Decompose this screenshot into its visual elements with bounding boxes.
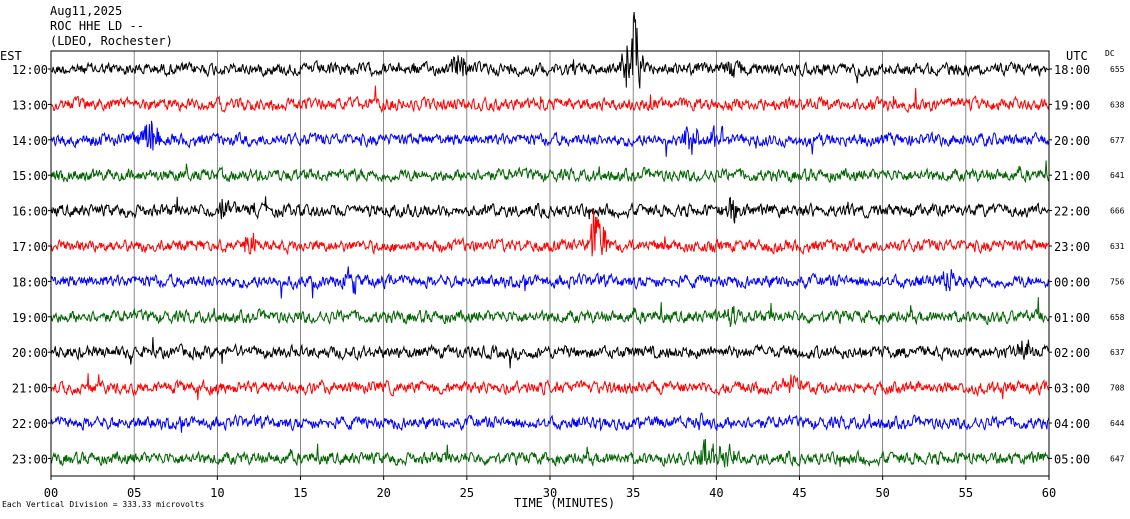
trace-row [50,196,1050,224]
utc-hour-label: 02:00 [1054,346,1090,360]
est-hour-label: 12:00 [12,63,48,77]
dc-value: 638 [1110,100,1125,109]
est-hour-label: 16:00 [12,205,48,219]
x-tick-label: 55 [959,486,973,500]
x-axis-label: TIME (MINUTES) [514,496,616,510]
dc-value: 631 [1110,242,1125,251]
est-hour-label: 20:00 [12,346,48,360]
est-hour-label: 14:00 [12,134,48,148]
utc-hour-label: 22:00 [1054,205,1090,219]
trace-row [50,337,1050,369]
dc-value: 644 [1110,419,1125,428]
utc-hour-label: 04:00 [1054,417,1090,431]
trace-row [50,438,1050,468]
trace-row [50,85,1050,114]
x-tick-label: 30 [543,486,557,500]
utc-hour-label: 00:00 [1054,275,1090,289]
trace-row [50,11,1050,89]
est-hour-label: 23:00 [12,452,48,466]
utc-axis-title: UTC [1066,49,1088,63]
utc-hour-label: 21:00 [1054,169,1090,183]
est-hour-label: 17:00 [12,240,48,254]
est-hour-label: 22:00 [12,417,48,431]
x-tick-label: 00 [44,486,58,500]
utc-hour-label: 05:00 [1054,452,1090,466]
trace-layer [50,11,1050,468]
grid-layer [133,51,967,476]
trace-row [50,412,1050,433]
trace-row [50,209,1050,257]
est-hour-label: 15:00 [12,169,48,183]
dc-value: 756 [1110,277,1125,286]
dc-value: 637 [1110,348,1125,357]
utc-hour-label: 18:00 [1054,63,1090,77]
dc-value: 641 [1110,171,1125,180]
x-tick-label: 15 [293,486,307,500]
header-source: (LDEO, Rochester) [50,34,173,48]
dc-value: 658 [1110,313,1125,322]
utc-hour-label: 19:00 [1054,98,1090,112]
est-hour-label: 18:00 [12,275,48,289]
est-axis-title: EST [0,49,22,63]
dc-value: 708 [1110,384,1125,393]
utc-hour-label: 20:00 [1054,134,1090,148]
axis-layer [48,50,1052,480]
dc-column-title: DC [1105,49,1115,58]
x-tick-label: 40 [709,486,723,500]
trace-row [50,160,1050,184]
x-tick-label: 25 [460,486,474,500]
x-tick-label: 20 [376,486,390,500]
utc-hour-label: 23:00 [1054,240,1090,254]
header-station: ROC HHE LD -- [50,19,144,33]
trace-row [50,266,1049,299]
x-tick-label: 05 [127,486,141,500]
trace-row [50,297,1050,327]
header-date: Aug11,2025 [50,4,123,18]
x-tick-label: 60 [1042,486,1056,500]
label-layer: 00 05 10 15 20 25 30 35 40 45 50 55 60 12:00 18:00 655 1… [12,63,1125,500]
x-tick-label: 50 [875,486,889,500]
utc-hour-label: 01:00 [1054,311,1090,325]
utc-hour-label: 03:00 [1054,382,1090,396]
est-hour-label: 13:00 [12,98,48,112]
dc-value: 677 [1110,136,1125,145]
x-tick-label: 10 [210,486,224,500]
x-tick-label: 35 [626,486,640,500]
scale-footnote: Each Vertical Division = 333.33 microvol… [2,500,205,509]
est-hour-label: 19:00 [12,311,48,325]
est-hour-label: 21:00 [12,382,48,396]
dc-value: 666 [1110,207,1125,216]
dc-value: 655 [1110,65,1125,74]
x-tick-label: 45 [792,486,806,500]
dc-value: 647 [1110,454,1125,463]
trace-row [50,373,1050,401]
trace-row [50,120,1050,157]
